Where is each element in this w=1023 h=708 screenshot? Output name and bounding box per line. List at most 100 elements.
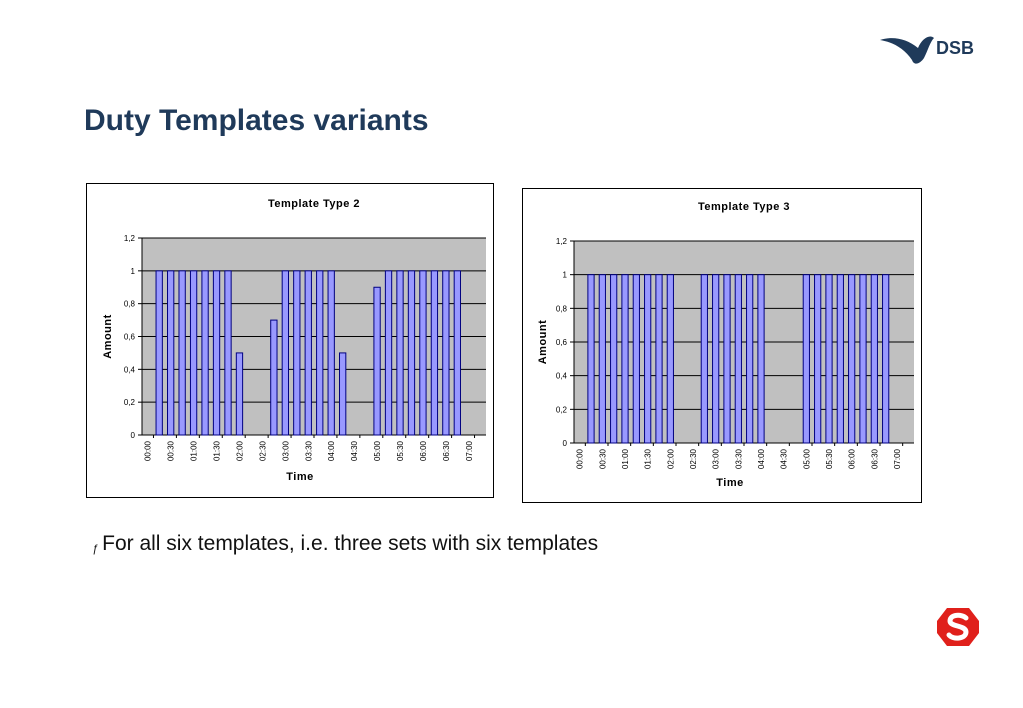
x-tick-label: 00:00 bbox=[144, 440, 153, 461]
bar bbox=[167, 270, 175, 436]
x-tick-label: 07:00 bbox=[465, 440, 474, 461]
bar bbox=[224, 270, 232, 436]
x-tick-label: 05:30 bbox=[396, 440, 405, 461]
chart-title: Template Type 3 bbox=[698, 201, 790, 213]
dsb-wing-icon bbox=[880, 36, 934, 64]
chart-title: Template Type 2 bbox=[268, 198, 360, 210]
bar bbox=[396, 270, 404, 436]
bar bbox=[270, 319, 278, 436]
dsb-logo bbox=[880, 36, 934, 64]
y-tick-label: 1 bbox=[131, 267, 136, 276]
y-tick-label: 0,2 bbox=[556, 405, 568, 414]
bar bbox=[814, 274, 822, 444]
chart-template-type-2: Template Type 2 0 0,2 0,4 0,6 0,8 1 1,2 00:00 00:… bbox=[86, 183, 494, 498]
bar bbox=[700, 274, 708, 444]
y-tick-label: 0,8 bbox=[556, 304, 568, 313]
bar bbox=[430, 270, 439, 436]
bar bbox=[598, 274, 606, 444]
x-tick-label: 03:30 bbox=[734, 448, 743, 469]
bar bbox=[723, 274, 731, 444]
x-axis-label: Time bbox=[286, 471, 313, 483]
bar bbox=[621, 274, 629, 444]
y-tick-label: 0 bbox=[563, 439, 568, 448]
y-tick-label: 1,2 bbox=[124, 234, 136, 243]
x-tick-label: 04:30 bbox=[780, 448, 789, 469]
x-tick-label: 01:00 bbox=[190, 440, 199, 461]
x-axis-label: Time bbox=[716, 477, 743, 489]
bar bbox=[316, 270, 324, 436]
bar bbox=[848, 274, 856, 444]
bar bbox=[644, 274, 652, 444]
bar bbox=[373, 286, 381, 436]
x-tick-label: 05:00 bbox=[373, 440, 382, 461]
bar bbox=[189, 270, 198, 436]
bar bbox=[453, 270, 461, 436]
bar bbox=[655, 274, 663, 444]
chart-svg-2: Template Type 3 0 0,2 0,4 0,6 0,8 1 1,2 00:00 00:… bbox=[537, 201, 914, 489]
y-tick-label: 1,2 bbox=[556, 237, 568, 246]
bar bbox=[870, 274, 878, 444]
y-tick-label: 0,6 bbox=[556, 338, 568, 347]
y-tick-label: 1 bbox=[563, 271, 568, 280]
y-tick-label: 0,4 bbox=[556, 372, 568, 381]
y-axis-label: Amount bbox=[102, 314, 114, 359]
bar bbox=[632, 274, 640, 444]
chart-template-type-3: Template Type 3 0 0,2 0,4 0,6 0,8 1 1,2 00:00 00:… bbox=[522, 188, 922, 503]
x-tick-label: 06:00 bbox=[419, 440, 428, 461]
page-title: Duty Templates variants bbox=[84, 104, 429, 137]
x-tick-label: 03:00 bbox=[281, 440, 290, 461]
bar bbox=[155, 270, 163, 436]
x-tick-label: 01:30 bbox=[213, 440, 222, 461]
x-tick-label: 05:00 bbox=[802, 448, 811, 469]
y-tick-label: 0,8 bbox=[124, 300, 136, 309]
bar bbox=[235, 352, 244, 436]
y-axis-label: Amount bbox=[537, 320, 549, 365]
bar bbox=[802, 274, 810, 444]
x-tick-label: 00:00 bbox=[576, 448, 585, 469]
bar bbox=[442, 270, 450, 436]
bullet-item: ƒ For all six templates, i.e. three sets … bbox=[92, 532, 598, 556]
bar bbox=[825, 274, 833, 444]
bar bbox=[327, 270, 335, 436]
chart-svg-1: Template Type 2 0 0,2 0,4 0,6 0,8 1 1,2 00:00 00:… bbox=[102, 198, 486, 483]
bar bbox=[293, 270, 301, 436]
bar bbox=[666, 274, 674, 444]
x-tick-label: 04:30 bbox=[350, 440, 359, 461]
bar bbox=[712, 274, 720, 444]
y-tick-label: 0 bbox=[131, 431, 136, 440]
x-tick-label: 04:00 bbox=[327, 440, 336, 461]
bar bbox=[746, 274, 754, 444]
bar bbox=[587, 274, 595, 444]
x-tick-label: 01:30 bbox=[644, 448, 653, 469]
bullet-marker: ƒ bbox=[92, 543, 99, 555]
bullet-text: For all six templates, i.e. three sets w… bbox=[102, 532, 599, 555]
x-tick-label: 05:30 bbox=[825, 448, 834, 469]
x-tick-label: 06:30 bbox=[442, 440, 451, 461]
bar bbox=[339, 352, 347, 436]
bar bbox=[610, 274, 618, 444]
x-tick-label: 02:30 bbox=[258, 440, 267, 461]
bar bbox=[836, 274, 844, 444]
bar bbox=[178, 270, 186, 436]
bar bbox=[734, 274, 742, 444]
bar bbox=[757, 274, 765, 444]
x-tick-label: 01:00 bbox=[621, 448, 630, 469]
x-tick-label: 03:00 bbox=[712, 448, 721, 469]
bar bbox=[882, 274, 890, 444]
bar bbox=[304, 270, 312, 436]
bar bbox=[407, 270, 416, 436]
y-tick-label: 0,4 bbox=[124, 365, 136, 374]
x-tick-label: 07:00 bbox=[893, 448, 902, 469]
x-tick-label: 04:00 bbox=[757, 448, 766, 469]
bar bbox=[212, 270, 221, 436]
bar bbox=[201, 270, 209, 436]
x-tick-label: 02:00 bbox=[235, 440, 244, 461]
dsb-brand-text: DSB bbox=[936, 38, 975, 58]
s-train-logo bbox=[937, 608, 979, 646]
x-tick-label: 02:30 bbox=[689, 448, 698, 469]
bar bbox=[281, 270, 289, 436]
x-tick-label: 00:30 bbox=[167, 440, 176, 461]
x-tick-label: 00:30 bbox=[598, 448, 607, 469]
s-letter-icon bbox=[946, 612, 969, 641]
bar bbox=[859, 274, 867, 444]
